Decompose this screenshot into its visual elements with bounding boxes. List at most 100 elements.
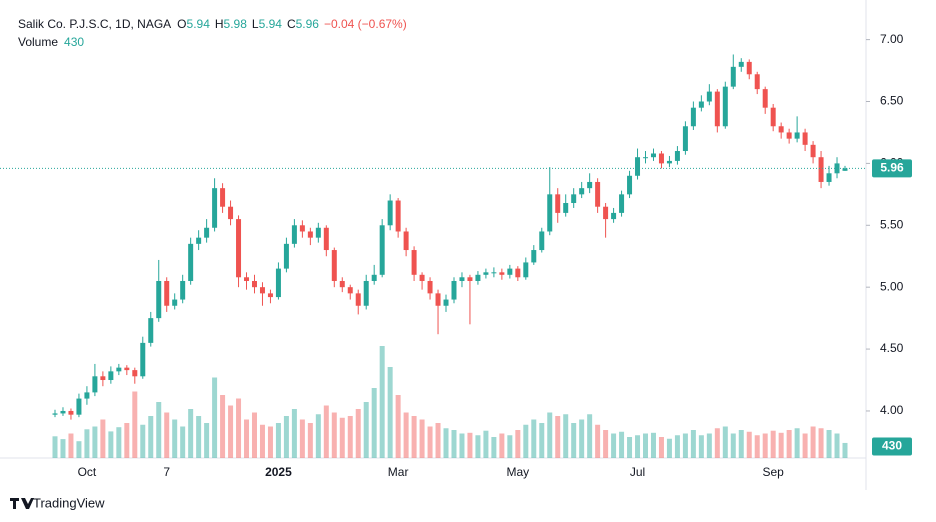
candle-body <box>259 287 265 294</box>
branding: TradingView <box>10 495 105 510</box>
candle-body <box>92 376 98 393</box>
candle-body <box>555 194 561 213</box>
x-tick-label: 2025 <box>265 465 292 479</box>
volume-bar <box>491 437 497 458</box>
candle-body <box>164 280 170 306</box>
candle-body <box>204 227 210 238</box>
volume-bar <box>228 405 234 458</box>
volume-bar <box>658 437 664 458</box>
candle-body <box>108 371 114 381</box>
volume-bar <box>84 429 90 458</box>
volume-bar <box>682 433 688 458</box>
candle-body <box>100 376 106 381</box>
volume-bar <box>100 419 106 458</box>
volume-bar <box>794 428 800 458</box>
candle-body <box>658 153 664 164</box>
candle-body <box>443 299 449 306</box>
candle-body <box>714 91 720 127</box>
candle-body <box>539 231 545 251</box>
header: Salik Co. P.J.S.C, 1D, NAGA O5.94 H5.98 L5.… <box>18 17 407 49</box>
candle-body <box>826 173 832 182</box>
volume-bar <box>547 412 553 458</box>
volume-bar <box>579 419 585 458</box>
candle-body <box>698 101 704 108</box>
volume-bar <box>427 426 433 458</box>
candle-body <box>307 231 313 238</box>
candle-body <box>124 367 130 371</box>
ohlc-letter: H <box>215 17 224 31</box>
candle-body <box>794 132 800 139</box>
candle-body <box>435 293 441 306</box>
volume-bar <box>267 426 273 458</box>
volume-bar <box>722 426 728 458</box>
volume-bar <box>379 346 385 458</box>
volume-legend: Volume 430 <box>18 35 84 49</box>
volume-bar <box>834 433 840 458</box>
candle-body <box>323 227 329 251</box>
ohlc-value: 5.94 <box>187 17 211 31</box>
candle-body <box>148 318 154 343</box>
candle-body <box>132 370 138 377</box>
volume-bar <box>140 424 146 458</box>
volume-bar <box>595 424 601 458</box>
y-tick-label: 4.00 <box>880 403 904 417</box>
candle-body <box>475 274 481 281</box>
volume-bar <box>251 412 257 458</box>
volume-bar <box>539 423 545 458</box>
volume-value: 430 <box>64 35 84 49</box>
candle-body <box>291 225 297 244</box>
candle-body <box>275 268 281 298</box>
candle-body <box>786 132 792 139</box>
volume-bar <box>204 423 210 458</box>
volume-bar <box>164 412 170 458</box>
candle-body <box>595 181 601 207</box>
volume-bar <box>619 431 625 458</box>
volume-bar <box>483 430 489 458</box>
candle-body <box>212 188 218 228</box>
volume-bar <box>643 433 649 458</box>
candle-body <box>523 262 529 278</box>
volume-bar <box>467 432 473 458</box>
volume-bar <box>627 437 633 458</box>
candle-body <box>507 268 513 275</box>
volume-bar <box>68 433 74 458</box>
candle-body <box>754 74 760 90</box>
volume-bar <box>411 416 417 458</box>
volume-bar <box>826 430 832 458</box>
candle-body <box>156 280 162 319</box>
volume-bar <box>259 424 265 458</box>
volume-bar <box>116 427 122 458</box>
volume-bar <box>387 367 393 458</box>
symbol-title: Salik Co. P.J.S.C, 1D, NAGA <box>18 17 171 31</box>
volume-bar <box>507 435 513 458</box>
volume-bar <box>770 430 776 458</box>
change: −0.04 (−0.67%) <box>324 17 407 31</box>
last-price-box <box>872 159 912 178</box>
volume-bar <box>220 395 226 458</box>
volume-bar <box>395 395 401 458</box>
volume-bar <box>666 438 672 458</box>
volume-bar <box>571 423 577 458</box>
logo <box>10 498 34 509</box>
volume-bar <box>172 419 178 458</box>
volume-bar <box>52 436 58 458</box>
x-tick-label: Sep <box>763 465 785 479</box>
candle-body <box>363 280 369 306</box>
volume-label: Volume <box>18 35 58 49</box>
candle-body <box>347 287 353 294</box>
candle-body <box>722 86 728 127</box>
candle-body <box>467 277 473 281</box>
volume-bar <box>443 428 449 458</box>
x-tick-label: 7 <box>163 465 170 479</box>
ohlc-letter: L <box>252 17 259 31</box>
volume-bar <box>746 431 752 458</box>
candle-body <box>395 200 401 232</box>
volume-bar <box>92 426 98 458</box>
candle-body <box>603 206 609 220</box>
candle-body <box>666 160 672 164</box>
candle-body <box>547 194 553 232</box>
volume-bar <box>810 426 816 458</box>
candle-body <box>140 342 146 377</box>
candle-body <box>483 272 489 275</box>
